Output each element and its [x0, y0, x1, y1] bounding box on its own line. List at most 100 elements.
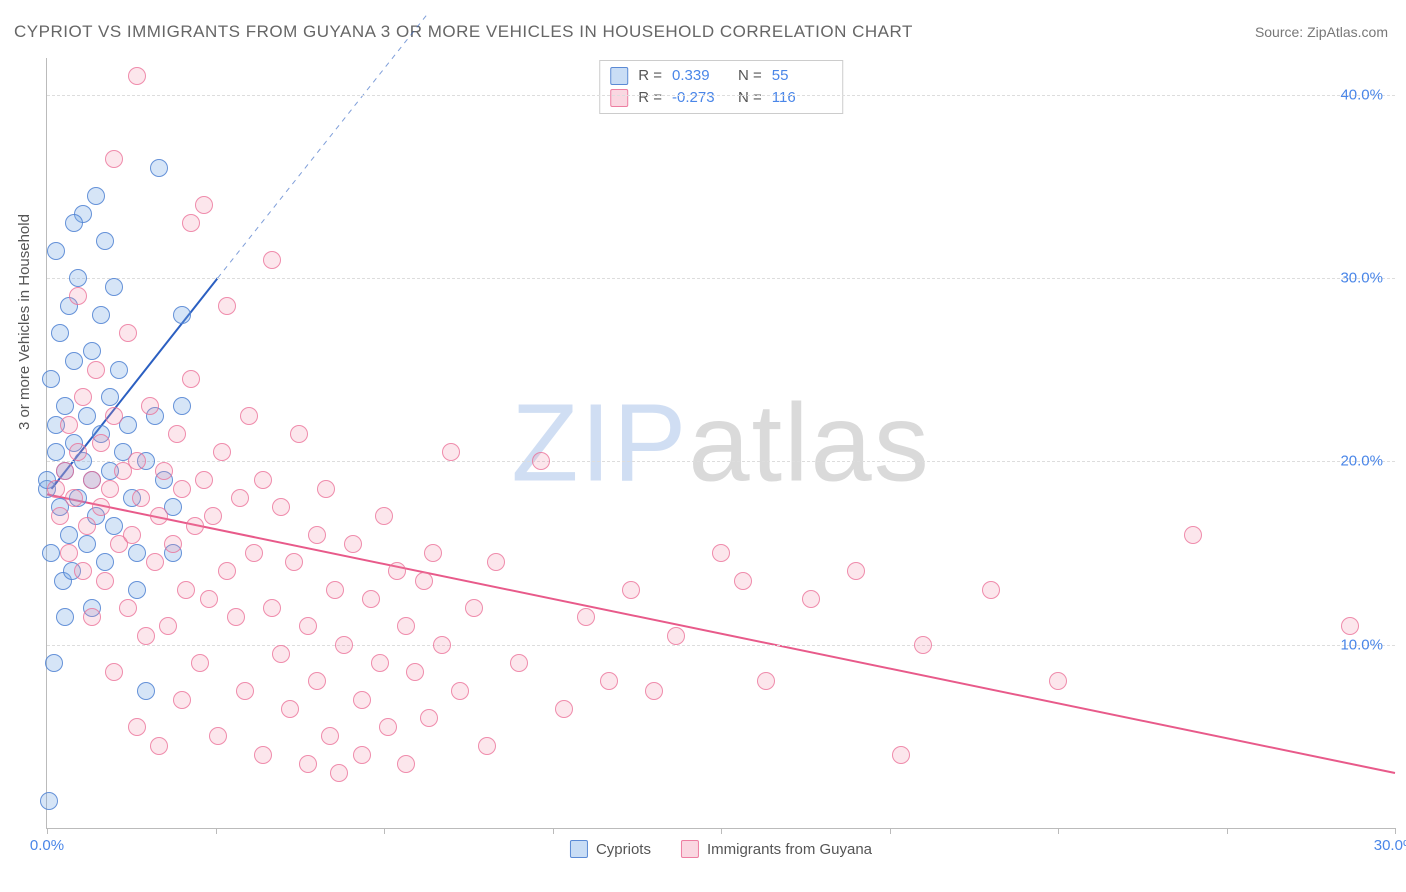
scatter-point-cypriots	[65, 352, 83, 370]
scatter-point-guyana	[420, 709, 438, 727]
scatter-point-guyana	[128, 67, 146, 85]
scatter-point-cypriots	[92, 306, 110, 324]
scatter-point-guyana	[173, 480, 191, 498]
scatter-point-guyana	[667, 627, 685, 645]
scatter-point-guyana	[60, 544, 78, 562]
scatter-point-guyana	[83, 471, 101, 489]
x-tick-mark	[216, 828, 217, 834]
scatter-point-guyana	[96, 572, 114, 590]
scatter-point-guyana	[195, 196, 213, 214]
scatter-point-guyana	[335, 636, 353, 654]
scatter-point-guyana	[191, 654, 209, 672]
scatter-point-guyana	[182, 214, 200, 232]
scatter-point-guyana	[330, 764, 348, 782]
chart-title: CYPRIOT VS IMMIGRANTS FROM GUYANA 3 OR M…	[14, 22, 913, 42]
scatter-point-guyana	[299, 617, 317, 635]
scatter-point-cypriots	[173, 306, 191, 324]
scatter-point-guyana	[982, 581, 1000, 599]
scatter-point-guyana	[379, 718, 397, 736]
scatter-point-guyana	[164, 535, 182, 553]
scatter-point-guyana	[290, 425, 308, 443]
scatter-point-guyana	[645, 682, 663, 700]
scatter-point-guyana	[227, 608, 245, 626]
scatter-point-cypriots	[78, 407, 96, 425]
scatter-point-guyana	[159, 617, 177, 635]
scatter-point-guyana	[245, 544, 263, 562]
scatter-point-guyana	[168, 425, 186, 443]
scatter-point-cypriots	[150, 159, 168, 177]
legend-item-cypriots: Cypriots	[570, 840, 651, 858]
scatter-point-guyana	[622, 581, 640, 599]
scatter-point-guyana	[847, 562, 865, 580]
y-tick-label: 40.0%	[1340, 86, 1383, 103]
scatter-point-guyana	[213, 443, 231, 461]
x-tick-mark	[384, 828, 385, 834]
gridline-horizontal	[47, 95, 1395, 96]
legend-label: Cypriots	[596, 841, 651, 858]
scatter-point-cypriots	[47, 443, 65, 461]
scatter-point-guyana	[397, 755, 415, 773]
scatter-point-guyana	[263, 251, 281, 269]
scatter-point-guyana	[451, 682, 469, 700]
scatter-point-guyana	[240, 407, 258, 425]
scatter-point-guyana	[1049, 672, 1067, 690]
scatter-point-guyana	[200, 590, 218, 608]
scatter-point-guyana	[69, 287, 87, 305]
scatter-point-guyana	[195, 471, 213, 489]
scatter-point-cypriots	[96, 553, 114, 571]
scatter-point-guyana	[712, 544, 730, 562]
gridline-horizontal	[47, 461, 1395, 462]
scatter-point-guyana	[406, 663, 424, 681]
scatter-point-guyana	[254, 746, 272, 764]
scatter-point-guyana	[92, 498, 110, 516]
scatter-point-cypriots	[42, 544, 60, 562]
scatter-point-guyana	[263, 599, 281, 617]
x-tick-mark	[1058, 828, 1059, 834]
scatter-point-guyana	[397, 617, 415, 635]
scatter-point-guyana	[105, 150, 123, 168]
scatter-point-guyana	[74, 388, 92, 406]
scatter-point-guyana	[92, 434, 110, 452]
scatter-point-guyana	[433, 636, 451, 654]
scatter-point-guyana	[74, 562, 92, 580]
scatter-point-guyana	[128, 452, 146, 470]
scatter-point-guyana	[802, 590, 820, 608]
scatter-point-guyana	[60, 416, 78, 434]
scatter-point-cypriots	[56, 608, 74, 626]
scatter-point-guyana	[218, 297, 236, 315]
scatter-point-guyana	[132, 489, 150, 507]
gridline-horizontal	[47, 645, 1395, 646]
scatter-point-guyana	[308, 672, 326, 690]
swatch-blue-icon	[570, 840, 588, 858]
scatter-point-guyana	[155, 462, 173, 480]
scatter-point-cypriots	[105, 517, 123, 535]
scatter-point-guyana	[65, 489, 83, 507]
plot-area: ZIPatlas R = 0.339 N = 55 R = -0.273 N =…	[46, 58, 1395, 829]
x-tick-mark	[553, 828, 554, 834]
scatter-point-guyana	[141, 397, 159, 415]
scatter-point-guyana	[424, 544, 442, 562]
scatter-point-guyana	[173, 691, 191, 709]
scatter-point-guyana	[272, 645, 290, 663]
scatter-point-guyana	[734, 572, 752, 590]
scatter-point-cypriots	[83, 342, 101, 360]
scatter-point-guyana	[123, 526, 141, 544]
scatter-point-cypriots	[101, 388, 119, 406]
scatter-point-guyana	[353, 746, 371, 764]
scatter-point-guyana	[600, 672, 618, 690]
scatter-point-cypriots	[96, 232, 114, 250]
scatter-point-guyana	[182, 370, 200, 388]
scatter-point-guyana	[218, 562, 236, 580]
scatter-point-guyana	[415, 572, 433, 590]
scatter-point-guyana	[177, 581, 195, 599]
scatter-point-guyana	[56, 462, 74, 480]
scatter-point-guyana	[150, 507, 168, 525]
scatter-point-guyana	[101, 480, 119, 498]
scatter-point-cypriots	[128, 581, 146, 599]
scatter-point-guyana	[353, 691, 371, 709]
scatter-point-guyana	[757, 672, 775, 690]
x-tick-mark	[47, 828, 48, 834]
scatter-point-guyana	[577, 608, 595, 626]
swatch-pink-icon	[681, 840, 699, 858]
scatter-point-guyana	[128, 718, 146, 736]
